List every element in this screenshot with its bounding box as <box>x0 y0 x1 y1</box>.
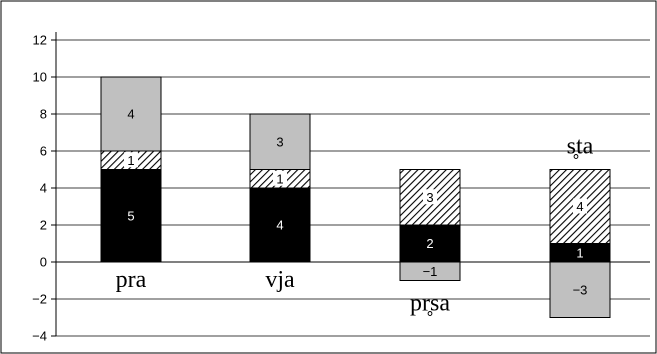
value-label: 5 <box>127 208 134 223</box>
value-label-bg <box>273 170 287 186</box>
value-label: 3 <box>276 134 283 149</box>
value-label: 4 <box>576 199 583 214</box>
value-label: −1 <box>423 264 438 279</box>
value-label-bg <box>124 152 138 168</box>
y-tick-label: 4 <box>40 181 47 196</box>
category-label: vja <box>265 267 295 293</box>
y-tick-label: 12 <box>33 33 47 48</box>
value-label-bg <box>423 189 437 205</box>
y-tick-label: 10 <box>33 70 47 85</box>
value-label: 1 <box>127 153 134 168</box>
value-label-bg <box>573 198 587 214</box>
bar-segment <box>549 261 611 318</box>
category-label: pr̥sa <box>410 291 450 317</box>
bar-segment <box>399 224 461 263</box>
value-label: 4 <box>276 218 283 233</box>
y-tick-label: −4 <box>32 329 47 344</box>
bars-layer <box>100 76 611 318</box>
value-label: 4 <box>127 107 134 122</box>
value-label: 3 <box>426 190 433 205</box>
value-label: 2 <box>426 236 433 251</box>
y-tick-label: 2 <box>40 218 47 233</box>
bar-segment <box>249 187 311 263</box>
labels-layer: 5 1 4 pra 4 1 3 vja 2 3 −1 pr̥sa 1 4 −3 s̥ta <box>116 107 594 317</box>
bar-segment <box>249 113 311 170</box>
value-label: 1 <box>576 245 583 260</box>
y-tick-label: 6 <box>40 144 47 159</box>
y-tick-label: 8 <box>40 107 47 122</box>
value-label: 1 <box>276 171 283 186</box>
value-label: −3 <box>573 282 588 297</box>
bar-segment <box>100 76 162 152</box>
y-tick-label: −2 <box>32 292 47 307</box>
y-tick-label: 0 <box>40 255 47 270</box>
category-label: pra <box>116 267 147 293</box>
bar-segment <box>100 169 162 263</box>
category-label: s̥ta <box>567 134 594 160</box>
